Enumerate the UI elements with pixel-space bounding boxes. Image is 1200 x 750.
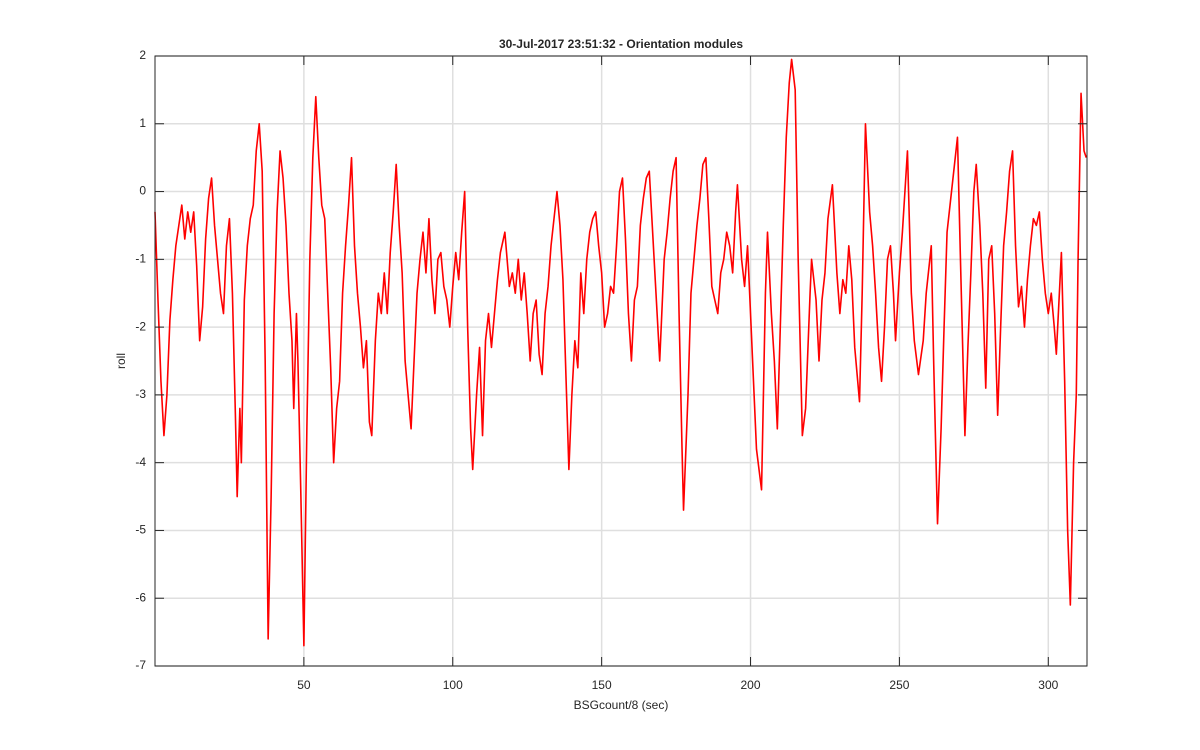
y-tick-label: -5 [135, 523, 146, 537]
y-tick-label: 0 [139, 184, 146, 198]
x-tick-label: 150 [592, 678, 612, 692]
y-tick-label: -2 [135, 319, 146, 333]
y-tick-label: 2 [139, 48, 146, 62]
x-tick-label: 200 [741, 678, 761, 692]
y-tick-label: -3 [135, 387, 146, 401]
y-tick-label: -6 [135, 590, 146, 604]
data-line [154, 58, 1088, 647]
y-tick-label: -1 [135, 252, 146, 266]
plot-frame [154, 55, 1088, 667]
x-tick-label: 250 [889, 678, 909, 692]
y-tick-label: -4 [135, 455, 146, 469]
x-axis-label: BSGcount/8 (sec) [574, 698, 669, 712]
x-tick-label: 100 [443, 678, 463, 692]
y-tick-label: 1 [139, 116, 146, 130]
y-tick-label: -7 [135, 658, 146, 672]
y-axis-label: roll [114, 353, 128, 369]
x-tick-label: 50 [297, 678, 311, 692]
x-tick-label: 300 [1038, 678, 1058, 692]
chart-title: 30-Jul-2017 23:51:32 - Orientation modul… [499, 37, 743, 51]
